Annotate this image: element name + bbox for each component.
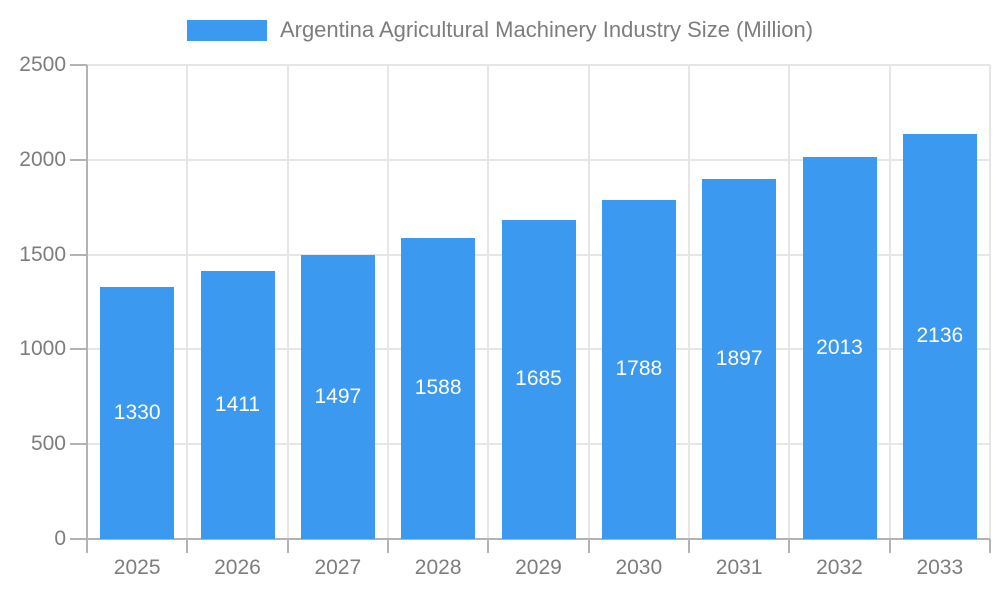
x-axis-tick bbox=[186, 539, 189, 553]
bar-value-label: 1330 bbox=[113, 400, 161, 424]
bar-value-label: 1588 bbox=[414, 376, 462, 400]
x-axis-tick bbox=[387, 539, 389, 553]
y-axis-tick-label: 2000 bbox=[19, 147, 66, 171]
x-axis-tick bbox=[989, 539, 991, 553]
x-gridline bbox=[788, 65, 791, 539]
bar[interactable]: 1497 bbox=[300, 255, 375, 539]
chart-legend[interactable]: Argentina Agricultural Machinery Industr… bbox=[0, 14, 1000, 46]
x-axis-label: 2031 bbox=[715, 556, 763, 579]
x-axis-label: 2029 bbox=[515, 556, 562, 579]
y-axis-line bbox=[86, 65, 88, 553]
x-gridline bbox=[688, 65, 690, 539]
bar[interactable]: 1788 bbox=[601, 199, 676, 539]
y-axis-tick bbox=[70, 158, 87, 161]
bar-value-label: 2136 bbox=[916, 324, 964, 348]
bar[interactable]: 1588 bbox=[401, 237, 476, 539]
x-gridline bbox=[587, 65, 590, 539]
x-axis-label: 2033 bbox=[916, 556, 964, 579]
x-axis-label: 2032 bbox=[816, 556, 863, 579]
bar[interactable]: 2013 bbox=[802, 157, 877, 539]
bar-value-label: 1497 bbox=[314, 385, 362, 409]
bar[interactable]: 1897 bbox=[702, 179, 777, 539]
x-axis-label: 2025 bbox=[113, 556, 161, 579]
y-axis-tick-label: 500 bbox=[30, 432, 66, 456]
legend-swatch bbox=[186, 19, 267, 41]
x-axis-label: 2028 bbox=[414, 556, 462, 579]
x-gridline bbox=[387, 65, 389, 539]
y-axis-tick bbox=[70, 348, 87, 351]
x-gridline bbox=[186, 65, 189, 539]
y-axis-tick bbox=[70, 443, 87, 446]
x-axis-line bbox=[70, 538, 990, 540]
bar-value-label: 1685 bbox=[515, 367, 562, 391]
bar[interactable]: 1330 bbox=[100, 286, 175, 539]
x-gridline bbox=[487, 65, 490, 539]
x-axis-tick bbox=[788, 539, 791, 553]
y-axis-tick-label: 0 bbox=[54, 527, 66, 550]
x-axis-tick bbox=[688, 539, 690, 553]
y-axis-tick-label: 1000 bbox=[19, 337, 66, 361]
y-axis-tick-label: 1500 bbox=[19, 242, 66, 266]
x-axis-label: 2026 bbox=[214, 556, 261, 579]
y-gridline bbox=[87, 64, 990, 66]
x-axis-tick bbox=[487, 539, 490, 553]
y-axis-tick bbox=[70, 64, 87, 66]
bar-value-label: 2013 bbox=[816, 336, 863, 360]
x-axis-tick bbox=[587, 539, 590, 553]
bar[interactable]: 1685 bbox=[501, 219, 576, 539]
x-axis-label: 2030 bbox=[615, 556, 663, 579]
x-gridline bbox=[989, 65, 991, 539]
x-axis-tick bbox=[286, 539, 289, 553]
y-axis-tick bbox=[70, 253, 87, 256]
bar[interactable]: 2136 bbox=[902, 134, 977, 539]
bar-value-label: 1411 bbox=[214, 393, 261, 417]
bar-value-label: 1788 bbox=[615, 357, 663, 381]
bar[interactable]: 1411 bbox=[200, 271, 275, 539]
x-axis-label: 2027 bbox=[314, 556, 362, 579]
x-gridline bbox=[286, 65, 289, 539]
bar-value-label: 1897 bbox=[715, 347, 763, 371]
x-gridline bbox=[888, 65, 891, 539]
y-gridline bbox=[87, 158, 990, 161]
y-axis-tick-label: 2500 bbox=[19, 53, 66, 76]
x-axis-tick bbox=[888, 539, 891, 553]
legend-label: Argentina Agricultural Machinery Industr… bbox=[279, 17, 814, 42]
